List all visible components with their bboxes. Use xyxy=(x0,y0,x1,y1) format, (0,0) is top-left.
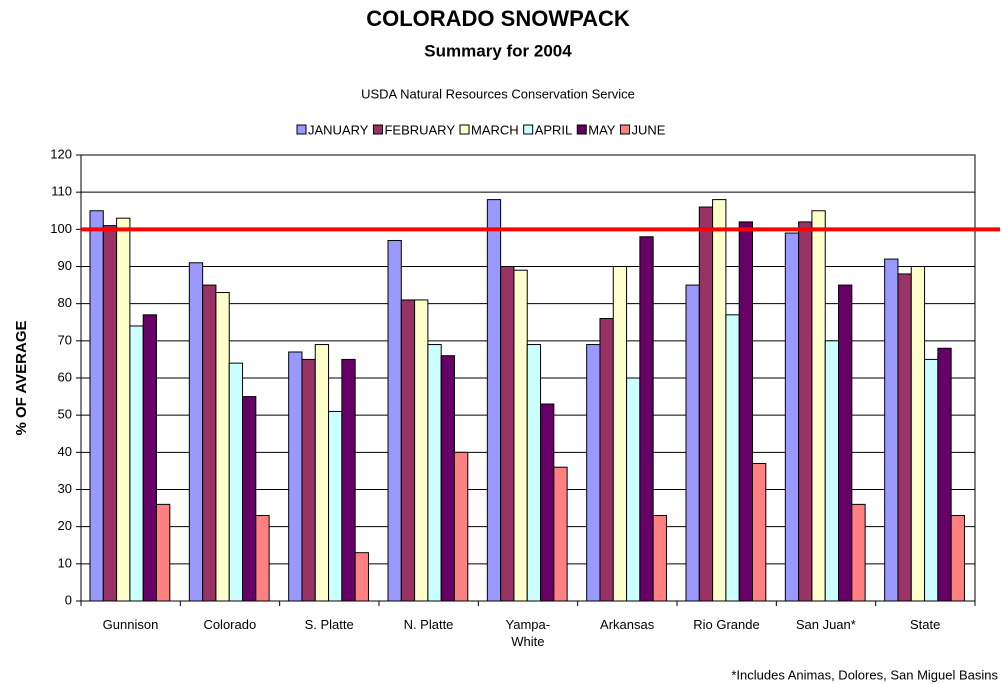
legend-swatch xyxy=(619,124,630,135)
y-tick-label: 110 xyxy=(51,184,72,199)
bar xyxy=(798,221,813,602)
bar xyxy=(242,396,257,602)
y-tick-label: 0 xyxy=(65,592,72,607)
legend-label: JANUARY xyxy=(308,122,369,137)
bar xyxy=(328,410,343,602)
bar xyxy=(228,362,244,602)
bar xyxy=(685,284,700,602)
bar xyxy=(811,210,826,602)
x-tick-label: Gunnison xyxy=(102,617,159,632)
bar xyxy=(526,344,542,602)
bar xyxy=(354,552,369,602)
x-tick-label: State xyxy=(909,617,941,632)
bar xyxy=(599,318,614,602)
legend-swatch xyxy=(576,124,587,135)
bar xyxy=(142,314,157,602)
bar xyxy=(784,232,800,602)
y-tick-label: 120 xyxy=(50,146,72,161)
bar xyxy=(626,377,641,602)
bar xyxy=(427,344,442,602)
bar xyxy=(116,217,131,602)
bar xyxy=(202,284,217,602)
bar xyxy=(387,239,402,602)
x-tick-label: S. Platte xyxy=(304,617,354,632)
chart-subtitle: Summary for 2004 xyxy=(424,41,572,60)
bar xyxy=(540,403,555,602)
source: USDA Natural Resources Conservation Serv… xyxy=(361,86,635,101)
y-tick-label: 70 xyxy=(58,332,72,347)
bar xyxy=(102,225,118,602)
bar xyxy=(440,355,456,602)
bar xyxy=(712,199,727,602)
bar xyxy=(824,340,840,602)
x-tick-label: N. Platte xyxy=(403,617,454,632)
y-tick-label: 90 xyxy=(58,258,72,273)
bar xyxy=(924,358,939,602)
bar xyxy=(414,299,429,602)
bar xyxy=(288,351,303,602)
bar xyxy=(89,210,104,602)
y-tick-label: 80 xyxy=(58,295,72,310)
bar xyxy=(400,299,416,602)
bar xyxy=(513,269,528,602)
bar xyxy=(698,206,714,602)
bar xyxy=(725,314,740,602)
x-tick-label: Colorado xyxy=(203,617,257,632)
bar xyxy=(156,503,171,602)
bar xyxy=(910,266,926,602)
y-tick-label: 30 xyxy=(58,481,72,496)
x-tick-label: Rio Grande xyxy=(693,617,760,632)
legend-label: FEBRUARY xyxy=(384,122,455,137)
legend-label: MAY xyxy=(588,122,616,137)
x-tick-label: San Juan* xyxy=(795,617,856,632)
bar xyxy=(652,515,667,602)
legend-swatch xyxy=(372,124,383,135)
y-tick-label: 40 xyxy=(58,444,72,459)
legend-label: MARCH xyxy=(471,122,519,137)
y-tick-label: 50 xyxy=(58,407,72,422)
footnote: *Includes Animas, Dolores, San Miguel Ba… xyxy=(731,667,998,682)
legend-swatch xyxy=(459,124,470,135)
y-tick-label: 10 xyxy=(58,555,72,570)
legend-label: JUNE xyxy=(631,122,665,137)
bar xyxy=(486,199,502,602)
bar xyxy=(454,451,469,602)
plot-border xyxy=(80,154,976,602)
bar xyxy=(301,358,316,602)
y-axis-label: % OF AVERAGE xyxy=(13,320,30,435)
legend-swatch xyxy=(523,124,534,135)
bar xyxy=(738,221,754,602)
bar xyxy=(255,515,270,602)
bar xyxy=(937,347,952,602)
bar xyxy=(752,462,767,602)
legend-label: APRIL xyxy=(535,122,573,137)
bar xyxy=(639,236,654,602)
bar xyxy=(129,325,144,602)
bar xyxy=(500,266,515,602)
legend-swatch xyxy=(296,124,307,135)
bar xyxy=(586,344,601,602)
y-tick-label: 60 xyxy=(58,369,72,384)
bar xyxy=(838,284,853,602)
bar xyxy=(341,358,356,602)
bar xyxy=(851,503,866,602)
bar xyxy=(897,273,912,602)
bar xyxy=(215,292,230,602)
bar xyxy=(188,262,204,602)
x-tick-label: Yampa- White xyxy=(505,617,551,649)
y-tick-label: 20 xyxy=(58,518,72,533)
bar xyxy=(314,344,330,602)
x-tick-label: Arkansas xyxy=(600,617,655,632)
bar xyxy=(553,466,568,602)
bar xyxy=(950,515,965,602)
y-tick-label: 100 xyxy=(50,221,72,236)
bar xyxy=(884,258,899,602)
chart-title: COLORADO SNOWPACK xyxy=(366,6,630,31)
bar xyxy=(612,266,628,602)
